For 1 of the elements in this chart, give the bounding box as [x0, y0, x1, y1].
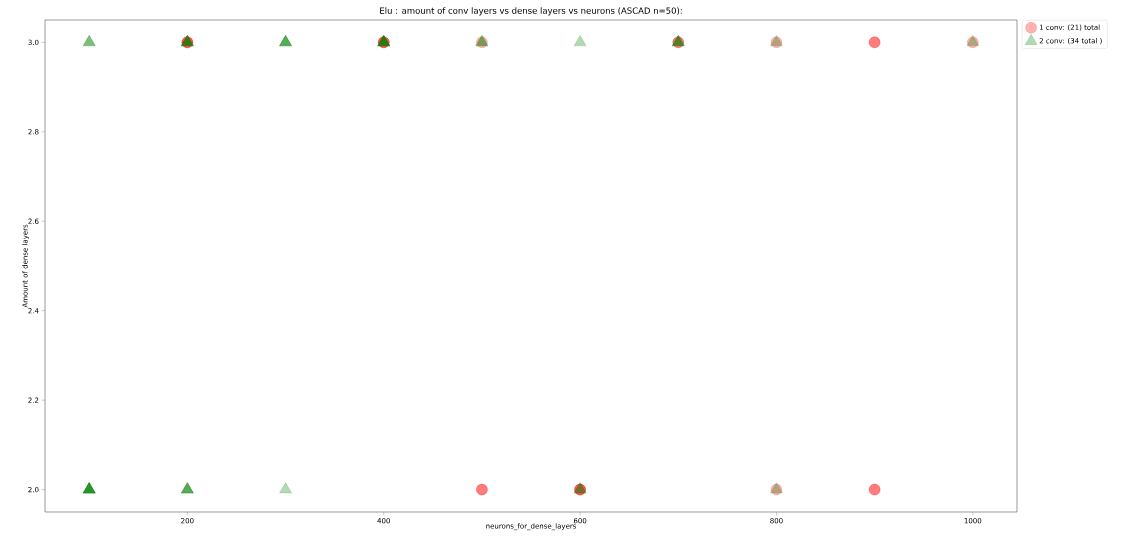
chart-title: Elu : amount of conv layers vs dense layers vs neurons (ASCAD n=50): — [380, 7, 682, 16]
